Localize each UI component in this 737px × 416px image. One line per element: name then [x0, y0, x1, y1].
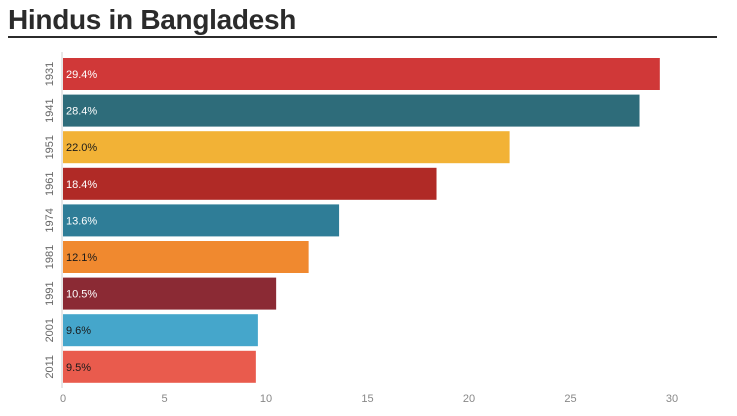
- bar-2001: [63, 314, 258, 347]
- y-tick-label: 2011: [44, 355, 56, 379]
- title-divider: [8, 36, 717, 38]
- bar-2011: [63, 350, 256, 383]
- bar-value-label: 28.4%: [66, 106, 97, 118]
- bar-1951: [63, 131, 510, 164]
- bars-group: 29.4% 28.4% 22.0% 18.4% 13.6% 12.1% 10.5% 9.6% 9…: [63, 58, 660, 383]
- x-tick-label: 5: [161, 393, 167, 405]
- x-tick-label: 10: [260, 393, 272, 405]
- y-tick-label: 1981: [44, 245, 56, 269]
- bar-value-label: 22.0%: [66, 142, 97, 154]
- y-tick-label: 1974: [44, 208, 56, 232]
- x-tick-label: 0: [60, 393, 66, 405]
- bar-1941: [63, 94, 640, 127]
- bar-value-label: 9.5%: [66, 362, 91, 374]
- y-tick-label: 1961: [44, 172, 56, 196]
- y-tick-label: 1931: [44, 62, 56, 86]
- x-tick-label: 30: [666, 393, 678, 405]
- x-tick-label: 25: [564, 393, 576, 405]
- y-tick-label: 1951: [44, 135, 56, 159]
- bar-1981: [63, 241, 309, 273]
- bar-value-label: 9.6%: [66, 325, 91, 337]
- y-tick-label: 2001: [44, 318, 56, 342]
- bar-value-label: 13.6%: [66, 215, 97, 227]
- bar-1961: [63, 167, 437, 200]
- chart-title: Hindus in Bangladesh: [8, 4, 297, 35]
- bar-value-label: 10.5%: [66, 289, 97, 301]
- bar-1991: [63, 277, 277, 310]
- bar-value-label: 18.4%: [66, 179, 97, 191]
- y-tick-label: 1991: [44, 281, 56, 305]
- x-tick-label: 15: [361, 393, 373, 405]
- y-tick-label: 1941: [44, 98, 56, 122]
- x-tick-label: 20: [463, 393, 475, 405]
- bar-value-label: 29.4%: [66, 69, 97, 81]
- bar-1931: [63, 58, 660, 90]
- bar-1974: [63, 204, 340, 237]
- bar-value-label: 12.1%: [66, 252, 97, 264]
- x-axis: 1931 1941 1951 1961 1974 1981 1991 2001 2011 0 5 10…: [44, 52, 678, 405]
